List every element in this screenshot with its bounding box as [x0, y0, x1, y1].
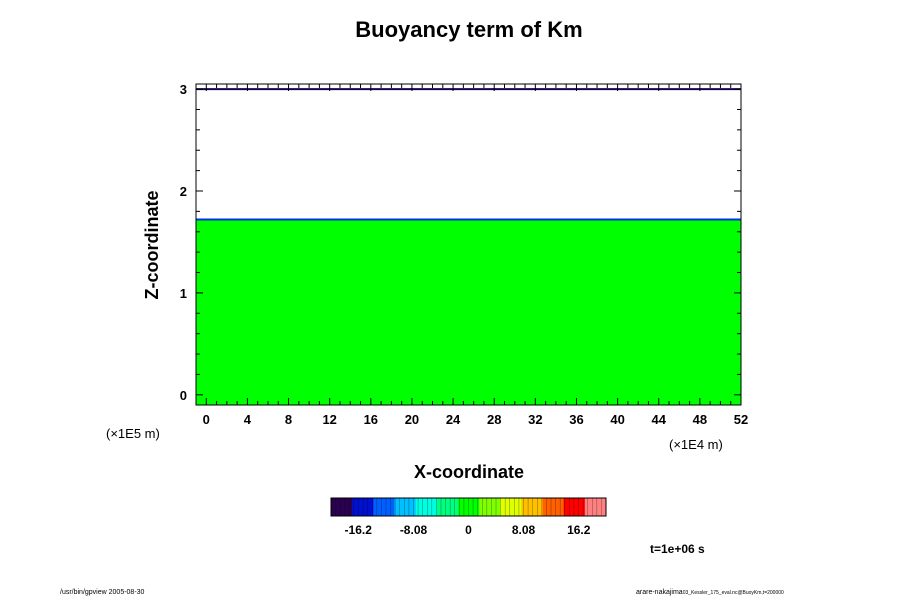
x-tick-label: 24 — [446, 412, 461, 427]
heatmap-field — [196, 88, 741, 405]
colorbar-tick-label: 0 — [465, 523, 472, 537]
y-tick-label: 2 — [180, 184, 187, 199]
colorbar: -16.2 -8.08 0 8.08 16.2 — [330, 497, 607, 537]
x-tick-label: 16 — [364, 412, 378, 427]
x-tick-label: 4 — [244, 412, 252, 427]
plot-frame — [195, 83, 742, 406]
x-tick-label: 0 — [203, 412, 210, 427]
chart-title: Buoyancy term of Km — [355, 17, 582, 42]
colorbar-tick-label: -8.08 — [400, 523, 428, 537]
colorbar-swatch — [479, 498, 501, 516]
x-axis-label: X-coordinate — [414, 462, 524, 482]
x-tick-label: 12 — [322, 412, 336, 427]
colorbar-swatch — [436, 498, 459, 516]
x-tick-label: 40 — [610, 412, 624, 427]
colorbar-swatch — [394, 498, 417, 516]
x-tick-label: 52 — [734, 412, 748, 427]
y-scale-label: (×1E5 m) — [106, 426, 160, 441]
footer-right-name: arare-nakajima — [636, 589, 683, 596]
x-tick-label: 20 — [405, 412, 419, 427]
colorbar-swatch — [521, 498, 544, 516]
x-tick-label: 36 — [569, 412, 583, 427]
colorbar-tick-label: 16.2 — [567, 523, 591, 537]
colorbar-swatch — [563, 498, 586, 516]
x-scale-label: (×1E4 m) — [669, 437, 723, 452]
colorbar-swatch — [542, 498, 565, 516]
field-background — [196, 219, 741, 405]
x-tick-label: 8 — [285, 412, 292, 427]
footer-left: /usr/bin/gpview 2005-08-30 — [60, 589, 145, 596]
colorbar-swatch — [457, 498, 480, 516]
x-tick-label: 44 — [652, 412, 667, 427]
colorbar-swatch — [331, 498, 353, 516]
x-tick-label: 48 — [693, 412, 707, 427]
time-label: t=1e+06 s — [650, 542, 705, 556]
x-tick-label: 28 — [487, 412, 501, 427]
y-tick-label: 0 — [180, 388, 187, 403]
colorbar-tick-label: -16.2 — [345, 523, 373, 537]
y-tick-label: 3 — [180, 82, 187, 97]
colorbar-swatch — [500, 498, 522, 516]
colorbar-tick-label: 8.08 — [512, 523, 536, 537]
footer-right-file: 03_Kessler_175_eval.nc@BuoyKm,t=200000 — [682, 590, 784, 596]
colorbar-frame — [330, 497, 607, 517]
footer-right: arare-nakajima03_Kessler_175_eval.nc@Buo… — [636, 589, 784, 596]
x-tick-label: 32 — [528, 412, 542, 427]
y-axis-label: Z-coordinate — [142, 190, 162, 299]
colorbar-swatch — [584, 498, 607, 516]
colorbar-swatch — [415, 498, 438, 516]
colorbar-swatch — [373, 498, 395, 516]
y-tick-label: 1 — [180, 286, 187, 301]
